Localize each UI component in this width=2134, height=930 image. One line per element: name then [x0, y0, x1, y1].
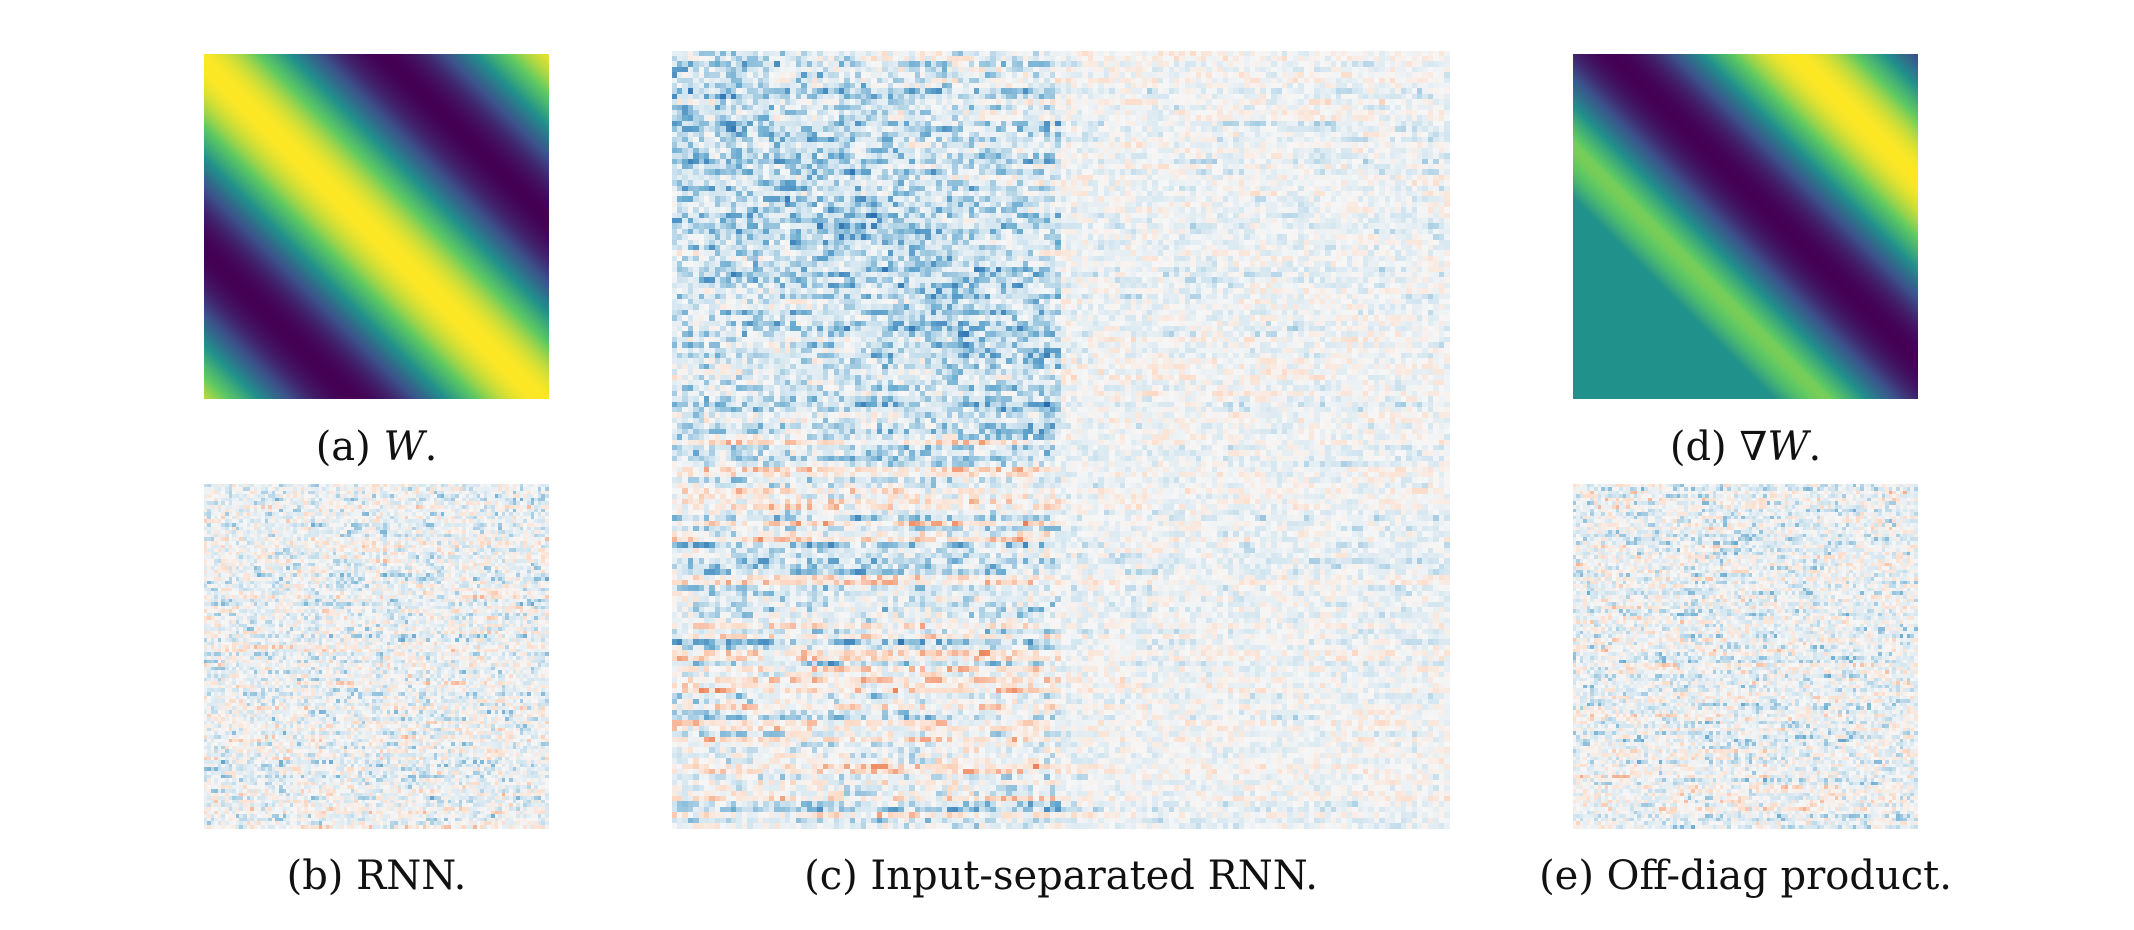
caption-c: (c) Input-separated RNN.	[804, 853, 1318, 899]
caption-a: (a) W.	[204, 424, 549, 470]
caption-a-prefix: (a)	[315, 424, 384, 470]
caption-d-prefix: (d) ∇	[1669, 424, 1768, 470]
caption-d-suffix: .	[1808, 424, 1822, 470]
caption-a-math: W	[383, 424, 425, 470]
caption-a-suffix: .	[424, 424, 438, 470]
caption-d-math: W	[1767, 424, 1809, 470]
heatmap-grad-w	[1573, 54, 1918, 399]
heatmap-off-diag-product	[1573, 484, 1918, 829]
caption-d: (d) ∇W.	[1573, 424, 1918, 470]
caption-b: (b) RNN.	[286, 853, 467, 899]
heatmap-w	[204, 54, 549, 399]
heatmap-input-separated-rnn	[672, 51, 1450, 829]
caption-e: (e) Off-diag product.	[1539, 853, 1952, 899]
heatmap-rnn	[204, 484, 549, 829]
